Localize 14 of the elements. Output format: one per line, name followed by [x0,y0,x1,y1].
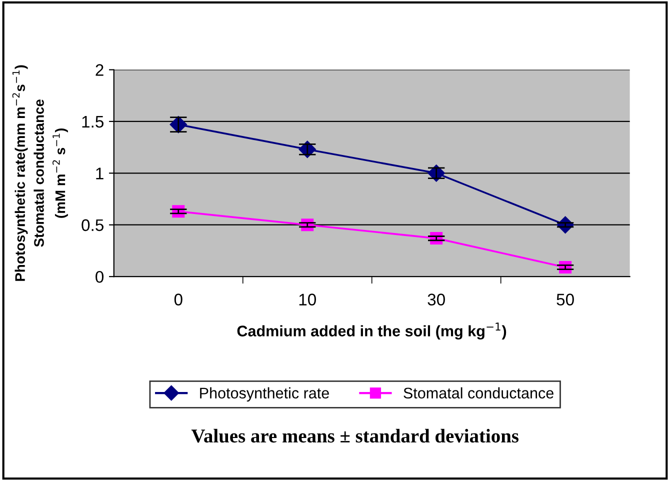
legend-label: Stomatal conductance [404,387,554,399]
y-tick-label: 1 [96,168,104,180]
legend-label: Photosynthetic rate [200,387,329,402]
text: Photosynthetic rate(mm m$^{−2}$s$^{−1}$) Stomatal conductance (mM m$^{−2}$ s$^{−1}$) [12,65,68,281]
x-axis-title: Cadmium added in the soil (mg kg$^{−1}$) [237,322,506,340]
x-tick-label: 50 [556,294,574,306]
x-tick-label: 10 [299,294,316,306]
y-tick-label: 2 [96,64,104,76]
y-tick-label: 1.5 [82,116,104,128]
x-tick-label: 30 [428,294,445,306]
text: Values are means ± standard deviations [191,428,519,443]
x-tick-label: 0 [174,294,182,306]
y-tick-label: 0 [96,270,104,283]
y-tick-label: 0.5 [82,219,104,232]
